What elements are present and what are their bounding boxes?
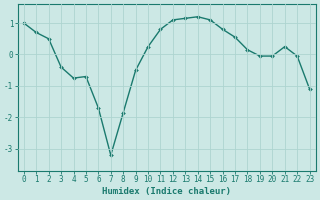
X-axis label: Humidex (Indice chaleur): Humidex (Indice chaleur) (102, 187, 231, 196)
